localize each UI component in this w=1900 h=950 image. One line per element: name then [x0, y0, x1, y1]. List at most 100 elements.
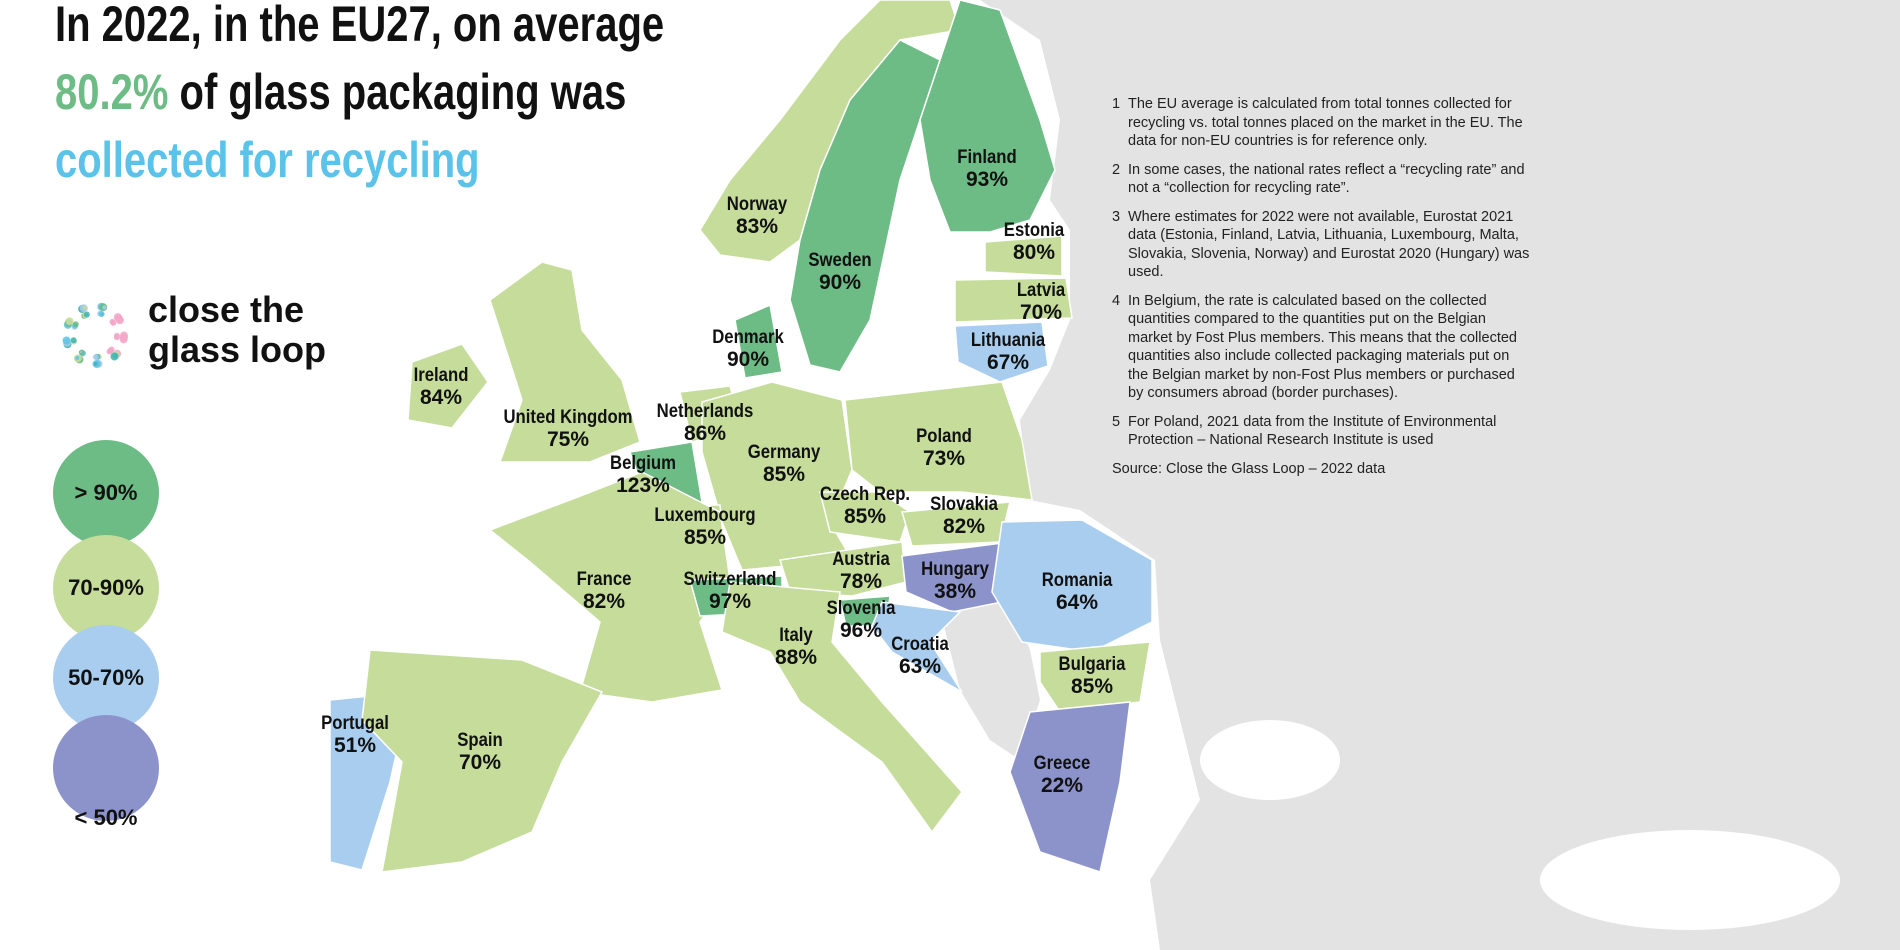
legend-lt50: < 50%: [53, 715, 159, 830]
country-name: Sweden: [808, 250, 872, 271]
country-name: Estonia: [1003, 220, 1065, 241]
legend-label: 50-70%: [68, 665, 144, 690]
country-label: Czech Rep. 85%: [814, 484, 916, 528]
non-eu-region: [940, 600, 1040, 760]
non-eu-land: [940, 0, 1900, 950]
country-name: Denmark: [712, 327, 784, 348]
headline-line-3: collected for recycling: [55, 132, 480, 188]
country-united-kingdom: [489, 261, 641, 463]
country-rate: 73%: [922, 447, 966, 470]
country-name: Czech Rep.: [819, 484, 911, 505]
country-name: Spain: [457, 730, 503, 751]
note-number: 1: [1112, 96, 1121, 112]
country-rate: 83%: [735, 215, 779, 238]
brand-line-1: close the: [148, 289, 305, 330]
country-rate: 97%: [708, 590, 752, 613]
country-rate: 51%: [333, 734, 377, 757]
country-rate: 70%: [458, 751, 502, 774]
country-label: Lithuania 67%: [966, 330, 1050, 374]
note-text: Where estimates for 2022 were not availa…: [1128, 208, 1530, 281]
country-poland: [844, 381, 1033, 501]
country-estonia: [984, 235, 1063, 277]
non-eu-region: [980, 0, 1900, 950]
footnote-3: 3 Where estimates for 2022 were not avail…: [1112, 208, 1532, 282]
country-rate: 84%: [419, 386, 463, 409]
country-rate: 88%: [774, 646, 818, 669]
country-name: Ireland: [413, 365, 469, 386]
country-lithuania: [954, 321, 1049, 383]
country-rate: 85%: [683, 526, 727, 549]
country-label: Slovenia 96%: [822, 598, 900, 642]
note-text: In Belgium, the rate is calculated based…: [1128, 292, 1517, 402]
country-name: France: [576, 569, 632, 590]
country-latvia: [954, 277, 1073, 323]
country-label: Luxembourg 85%: [647, 505, 762, 549]
brand-name: close the glass loop: [148, 290, 326, 370]
brand-line-2: glass loop: [148, 329, 327, 370]
note-number: 2: [1112, 161, 1121, 178]
country-rate: 67%: [986, 351, 1030, 374]
headline-line-2-rest: of glass packaging was: [168, 64, 627, 120]
legend-gt90: > 90%: [53, 440, 159, 546]
country-greece: [1009, 701, 1131, 873]
country-name: Latvia: [1016, 280, 1066, 301]
note-text: In some cases, the national rates reflec…: [1128, 161, 1525, 197]
country-rate: 75%: [546, 428, 590, 451]
country-rate: 82%: [582, 590, 626, 613]
footnote-5: 5 For Poland, 2021 data from the Institut…: [1112, 413, 1532, 450]
country-spain: [361, 649, 604, 873]
country-label: France 82%: [573, 569, 635, 613]
country-label: Spain 70%: [454, 730, 506, 774]
note-number: 4: [1112, 292, 1121, 309]
country-rate: 80%: [1012, 241, 1056, 264]
country-name: Poland: [916, 426, 972, 447]
country-rate: 85%: [1070, 675, 1114, 698]
country-name: Germany: [747, 442, 821, 463]
country-label: Slovakia 82%: [925, 494, 1002, 538]
country-label: Latvia 70%: [1014, 280, 1069, 324]
country-name: Slovakia: [930, 494, 998, 515]
country-name: Luxembourg: [654, 505, 756, 526]
country-label: Estonia 80%: [1000, 220, 1069, 264]
legend-70-90: 70-90%: [53, 535, 159, 641]
country-label: Germany 85%: [743, 442, 825, 486]
country-label: Denmark 90%: [707, 327, 788, 371]
note-text: The EU average is calculated from total …: [1128, 96, 1523, 149]
country-name: Switzerland: [683, 569, 777, 590]
country-label: Croatia 63%: [887, 634, 952, 678]
country-romania: [991, 519, 1153, 653]
country-name: Greece: [1033, 753, 1091, 774]
country-name: Romania: [1041, 570, 1113, 591]
country-france: [488, 471, 731, 703]
source-note: Source: Close the Glass Loop – 2022 data: [1112, 460, 1386, 477]
country-label: Finland 93%: [953, 147, 1021, 191]
country-rate: 85%: [843, 505, 887, 528]
country-label: Poland 73%: [912, 426, 975, 470]
country-hungary: [901, 541, 1011, 613]
country-label: Portugal 51%: [316, 713, 393, 757]
note-number: 3: [1112, 208, 1121, 225]
country-name: Portugal: [321, 713, 389, 734]
sea: [1200, 720, 1340, 800]
country-shapes: [329, 0, 1153, 873]
headline-line-1: In 2022, in the EU27, on average: [55, 0, 665, 52]
country-rate: 63%: [898, 655, 942, 678]
country-label: Sweden 90%: [804, 250, 876, 294]
country-label: Switzerland 97%: [677, 569, 783, 613]
country-label: Greece 22%: [1030, 753, 1094, 797]
footnote-2: 2 In some cases, the national rates refle…: [1112, 161, 1532, 198]
country-name: Bulgaria: [1058, 654, 1126, 675]
legend-label: < 50%: [74, 805, 138, 830]
footnotes: 1 The EU average is calculated from total…: [1112, 95, 1532, 478]
country-label: Ireland 84%: [410, 365, 472, 409]
country-label: Norway 83%: [723, 194, 792, 238]
eu-average-value: 80.2%: [55, 64, 169, 120]
country-name: Lithuania: [970, 330, 1046, 351]
country-rate: 22%: [1040, 774, 1084, 797]
country-rate: 70%: [1019, 301, 1063, 324]
country-sweden: [789, 39, 941, 373]
country-rate: 85%: [762, 463, 806, 486]
country-croatia: [871, 601, 963, 693]
country-rate: 38%: [933, 580, 977, 603]
